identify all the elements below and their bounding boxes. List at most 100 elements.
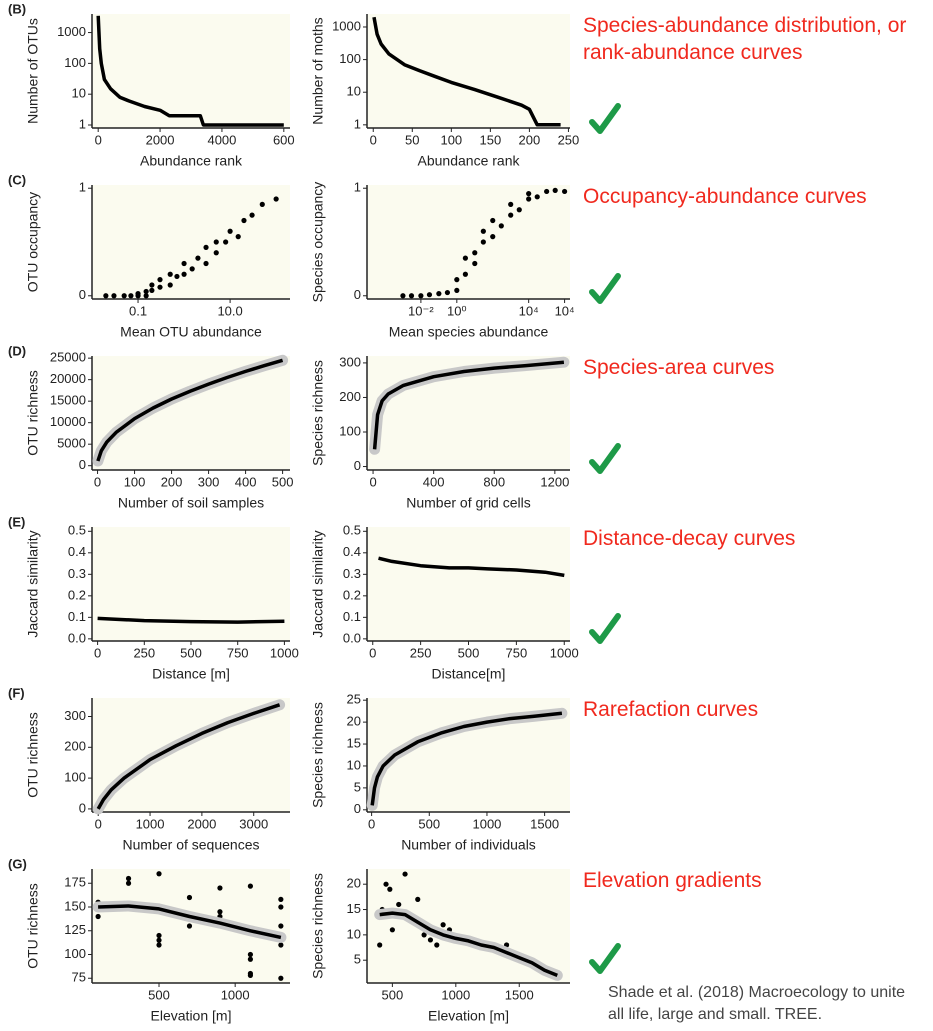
- point: [517, 207, 522, 212]
- x-axis-label: Elevation [m]: [151, 1008, 232, 1024]
- y-axis-label: OTU richness: [25, 712, 41, 798]
- x-tick-label: 250: [410, 645, 432, 660]
- point: [248, 884, 253, 889]
- x-tick-label: 1000: [270, 645, 299, 660]
- x-tick-label: 0: [369, 474, 376, 489]
- point: [441, 922, 446, 927]
- y-axis-label: Number of OTUs: [25, 18, 41, 124]
- x-tick-label: 400: [235, 474, 257, 489]
- point: [383, 882, 388, 887]
- y-tick-label: 0.3: [68, 566, 86, 581]
- point: [248, 952, 253, 957]
- x-tick-label: 2000: [187, 816, 216, 831]
- x-tick-label: 150: [480, 132, 502, 147]
- chart: (D)0100200300400500050001000015000200002…: [8, 343, 293, 510]
- point: [149, 282, 154, 287]
- y-tick-label: 0.2: [68, 587, 86, 602]
- y-tick-label: 0.4: [68, 544, 86, 559]
- point: [203, 245, 208, 250]
- point: [434, 942, 439, 947]
- plot-background: [367, 185, 570, 299]
- checkmark: [592, 106, 618, 131]
- x-tick-label: 0: [95, 132, 102, 147]
- plot-background: [92, 356, 290, 470]
- x-axis-label: Distance [m]: [152, 666, 230, 682]
- point: [149, 288, 154, 293]
- point: [535, 194, 540, 199]
- y-axis-label: Jaccard similarity: [25, 530, 41, 637]
- y-tick-label: 0: [79, 800, 86, 815]
- chart: (C)0.110.001Mean OTU abundanceOTU occupa…: [8, 172, 290, 339]
- y-tick-label: 20000: [50, 371, 86, 386]
- y-tick-label: 1: [79, 116, 86, 131]
- x-tick-label: 300: [198, 474, 220, 489]
- y-tick-label: 25: [347, 692, 361, 707]
- y-tick-label: 0: [354, 287, 361, 302]
- x-tick-label: 50: [405, 132, 419, 147]
- y-tick-label: 0: [79, 457, 86, 472]
- y-tick-label: 100: [339, 51, 361, 66]
- point: [126, 876, 131, 881]
- point: [445, 290, 450, 295]
- row-label: Occupancy-abundance curves: [583, 183, 931, 210]
- point: [236, 234, 241, 239]
- checkmark: [592, 946, 618, 971]
- y-axis-label: Number of moths: [310, 17, 326, 124]
- x-tick-label: 1000: [441, 987, 470, 1002]
- x-axis-label: Elevation [m]: [428, 1008, 509, 1024]
- point: [454, 277, 459, 282]
- point: [217, 909, 222, 914]
- y-axis-label: OTU richness: [25, 883, 41, 969]
- point: [156, 871, 161, 876]
- panel-label: (G): [8, 856, 27, 871]
- point: [278, 904, 283, 909]
- y-axis-label: Species richness: [310, 873, 326, 979]
- y-tick-label: 75: [72, 970, 86, 985]
- y-tick-label: 100: [64, 770, 86, 785]
- point: [156, 942, 161, 947]
- plot-background: [92, 14, 290, 128]
- x-tick-label: 1500: [530, 816, 559, 831]
- y-tick-label: 0.5: [68, 523, 86, 538]
- point: [135, 291, 140, 296]
- point: [415, 897, 420, 902]
- x-axis-label: Mean species abundance: [389, 324, 549, 340]
- plot-background: [367, 14, 570, 128]
- y-tick-label: 1000: [332, 18, 361, 33]
- y-tick-label: 20: [347, 876, 361, 891]
- point: [122, 293, 127, 298]
- x-tick-label: 0: [368, 816, 375, 831]
- point: [241, 218, 246, 223]
- x-axis-label: Mean OTU abundance: [120, 324, 262, 340]
- y-tick-label: 15: [347, 735, 361, 750]
- y-tick-label: 175: [64, 875, 86, 890]
- point: [278, 897, 283, 902]
- y-tick-label: 300: [64, 708, 86, 723]
- point: [499, 223, 504, 228]
- x-tick-label: 250: [558, 132, 580, 147]
- chart: 0500100015000510152025Number of individu…: [310, 692, 570, 853]
- x-tick-label: 10⁰: [447, 303, 467, 318]
- chart: 025050075010000.00.10.20.30.40.5Distance…: [310, 523, 579, 682]
- point: [463, 272, 468, 277]
- point: [203, 261, 208, 266]
- row-label: Species-abundance distribution, or rank-…: [583, 12, 931, 66]
- x-axis-label: Number of grid cells: [406, 495, 531, 511]
- y-tick-label: 0.1: [68, 609, 86, 624]
- y-tick-label: 100: [64, 55, 86, 70]
- y-tick-label: 0: [354, 458, 361, 473]
- y-tick-label: 0: [354, 801, 361, 816]
- point: [195, 256, 200, 261]
- y-tick-label: 200: [64, 739, 86, 754]
- x-tick-label: 10⁴: [555, 303, 575, 318]
- y-tick-label: 0.0: [343, 630, 361, 645]
- y-tick-label: 1: [354, 180, 361, 195]
- x-tick-label: 800: [483, 474, 505, 489]
- chart: (G)500100075100125150175Elevation [m]OTU…: [8, 856, 290, 1023]
- plot-background: [92, 527, 290, 641]
- chart: 500100015005101520Elevation [m]Species r…: [310, 869, 570, 1024]
- x-tick-label: 1000: [221, 987, 250, 1002]
- point: [553, 188, 558, 193]
- point: [400, 293, 405, 298]
- row-label: Distance-decay curves: [583, 525, 931, 552]
